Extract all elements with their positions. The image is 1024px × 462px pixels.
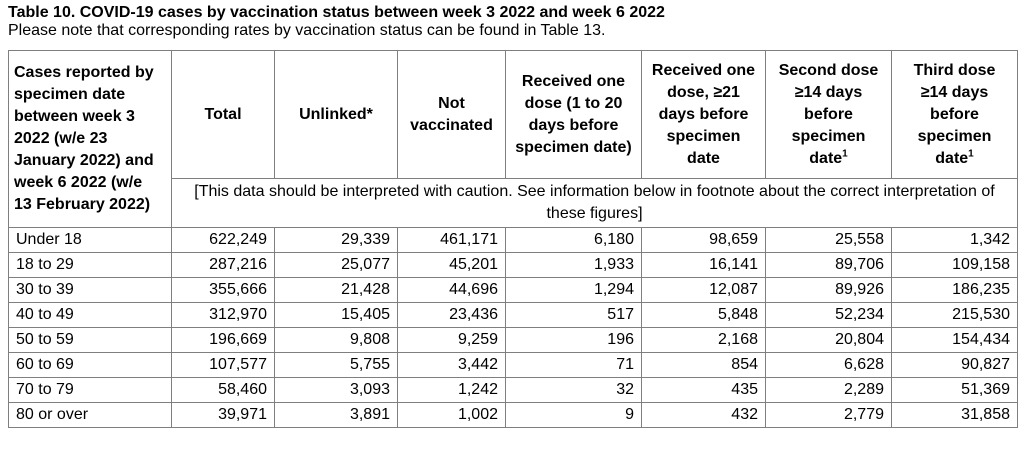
- cell-not-vaccinated: 23,436: [397, 302, 506, 328]
- cell-age-group: Under 18: [8, 227, 172, 253]
- header-one-dose-1-20: Received one dose (1 to 20 days before s…: [505, 50, 642, 179]
- cell-one-dose-1-20: 196: [505, 327, 642, 353]
- cell-unlinked: 21,428: [274, 277, 398, 303]
- table-title: Table 10. COVID-19 cases by vaccination …: [8, 4, 665, 21]
- cell-unlinked: 15,405: [274, 302, 398, 328]
- cell-total: 312,970: [171, 302, 275, 328]
- caution-note: [This data should be interpreted with ca…: [171, 178, 1018, 228]
- cell-one-dose-1-20: 1,294: [505, 277, 642, 303]
- cell-not-vaccinated: 1,242: [397, 377, 506, 403]
- cell-not-vaccinated: 3,442: [397, 352, 506, 378]
- footnote-marker: 1: [842, 148, 848, 160]
- header-third-dose: Third dose ≥14 days before specimen date…: [891, 50, 1018, 179]
- cell-second-dose: 6,628: [765, 352, 892, 378]
- cell-age-group: 40 to 49: [8, 302, 172, 328]
- cell-one-dose-21: 432: [641, 402, 766, 428]
- table-body: Under 18 622,249 29,339 461,171 6,180 98,659 2…: [8, 227, 1018, 428]
- cell-unlinked: 3,891: [274, 402, 398, 428]
- cell-third-dose: 215,530: [891, 302, 1018, 328]
- cell-unlinked: 3,093: [274, 377, 398, 403]
- cell-age-group: 70 to 79: [8, 377, 172, 403]
- header-total: Total: [171, 50, 275, 179]
- header-one-dose-21: Received one dose, ≥21 days before speci…: [641, 50, 766, 179]
- cell-total: 107,577: [171, 352, 275, 378]
- header-second-dose-label: Second dose ≥14 days before specimen dat…: [778, 61, 879, 167]
- cell-one-dose-1-20: 517: [505, 302, 642, 328]
- cell-total: 196,669: [171, 327, 275, 353]
- cell-age-group: 80 or over: [8, 402, 172, 428]
- cell-total: 622,249: [171, 227, 275, 253]
- cell-unlinked: 25,077: [274, 252, 398, 278]
- cell-not-vaccinated: 1,002: [397, 402, 506, 428]
- cell-not-vaccinated: 45,201: [397, 252, 506, 278]
- header-third-dose-label: Third dose ≥14 days before specimen date: [913, 61, 996, 167]
- cell-second-dose: 89,706: [765, 252, 892, 278]
- table-row: Under 18 622,249 29,339 461,171 6,180 98,659 2…: [8, 227, 1018, 253]
- cell-age-group: 18 to 29: [8, 252, 172, 278]
- table-row: 60 to 69 107,577 5,755 3,442 71 854 6,628 90,82…: [8, 352, 1018, 378]
- cell-total: 355,666: [171, 277, 275, 303]
- table-row: 40 to 49 312,970 15,405 23,436 517 5,848 52,23…: [8, 302, 1018, 328]
- table-row: 30 to 39 355,666 21,428 44,696 1,294 12,087 89…: [8, 277, 1018, 303]
- cell-second-dose: 52,234: [765, 302, 892, 328]
- header-age-group: Cases reported by specimen date between …: [8, 50, 172, 228]
- cell-one-dose-21: 2,168: [641, 327, 766, 353]
- cell-third-dose: 1,342: [891, 227, 1018, 253]
- cell-total: 58,460: [171, 377, 275, 403]
- cell-unlinked: 9,808: [274, 327, 398, 353]
- cell-one-dose-21: 854: [641, 352, 766, 378]
- cell-not-vaccinated: 9,259: [397, 327, 506, 353]
- cell-third-dose: 90,827: [891, 352, 1018, 378]
- cell-not-vaccinated: 461,171: [397, 227, 506, 253]
- cell-second-dose: 89,926: [765, 277, 892, 303]
- cell-second-dose: 2,779: [765, 402, 892, 428]
- cell-one-dose-21: 12,087: [641, 277, 766, 303]
- cell-second-dose: 25,558: [765, 227, 892, 253]
- cell-one-dose-1-20: 6,180: [505, 227, 642, 253]
- cell-third-dose: 51,369: [891, 377, 1018, 403]
- cell-one-dose-21: 16,141: [641, 252, 766, 278]
- cell-one-dose-1-20: 71: [505, 352, 642, 378]
- cell-third-dose: 154,434: [891, 327, 1018, 353]
- cell-third-dose: 186,235: [891, 277, 1018, 303]
- cell-unlinked: 5,755: [274, 352, 398, 378]
- cell-third-dose: 109,158: [891, 252, 1018, 278]
- cell-third-dose: 31,858: [891, 402, 1018, 428]
- cell-total: 39,971: [171, 402, 275, 428]
- cell-second-dose: 2,289: [765, 377, 892, 403]
- cell-one-dose-21: 435: [641, 377, 766, 403]
- vaccination-cases-table: Cases reported by specimen date between …: [8, 50, 1018, 428]
- table-row: 70 to 79 58,460 3,093 1,242 32 435 2,289 51,369: [8, 377, 1018, 403]
- cell-one-dose-1-20: 1,933: [505, 252, 642, 278]
- cell-one-dose-21: 5,848: [641, 302, 766, 328]
- cell-total: 287,216: [171, 252, 275, 278]
- header-not-vaccinated: Not vaccinated: [397, 50, 506, 179]
- cell-one-dose-1-20: 32: [505, 377, 642, 403]
- table-row: 50 to 59 196,669 9,808 9,259 196 2,168 20,804 1…: [8, 327, 1018, 353]
- table-row: 18 to 29 287,216 25,077 45,201 1,933 16,141 89…: [8, 252, 1018, 278]
- cell-not-vaccinated: 44,696: [397, 277, 506, 303]
- header-unlinked: Unlinked*: [274, 50, 398, 179]
- cell-second-dose: 20,804: [765, 327, 892, 353]
- cell-age-group: 60 to 69: [8, 352, 172, 378]
- cell-age-group: 50 to 59: [8, 327, 172, 353]
- header-second-dose: Second dose ≥14 days before specimen dat…: [765, 50, 892, 179]
- cell-one-dose-1-20: 9: [505, 402, 642, 428]
- table-subtitle: Please note that corresponding rates by …: [8, 22, 606, 39]
- footnote-marker: 1: [968, 148, 974, 160]
- cell-one-dose-21: 98,659: [641, 227, 766, 253]
- cell-unlinked: 29,339: [274, 227, 398, 253]
- cell-age-group: 30 to 39: [8, 277, 172, 303]
- table-row: 80 or over 39,971 3,891 1,002 9 432 2,779 31,85…: [8, 402, 1018, 428]
